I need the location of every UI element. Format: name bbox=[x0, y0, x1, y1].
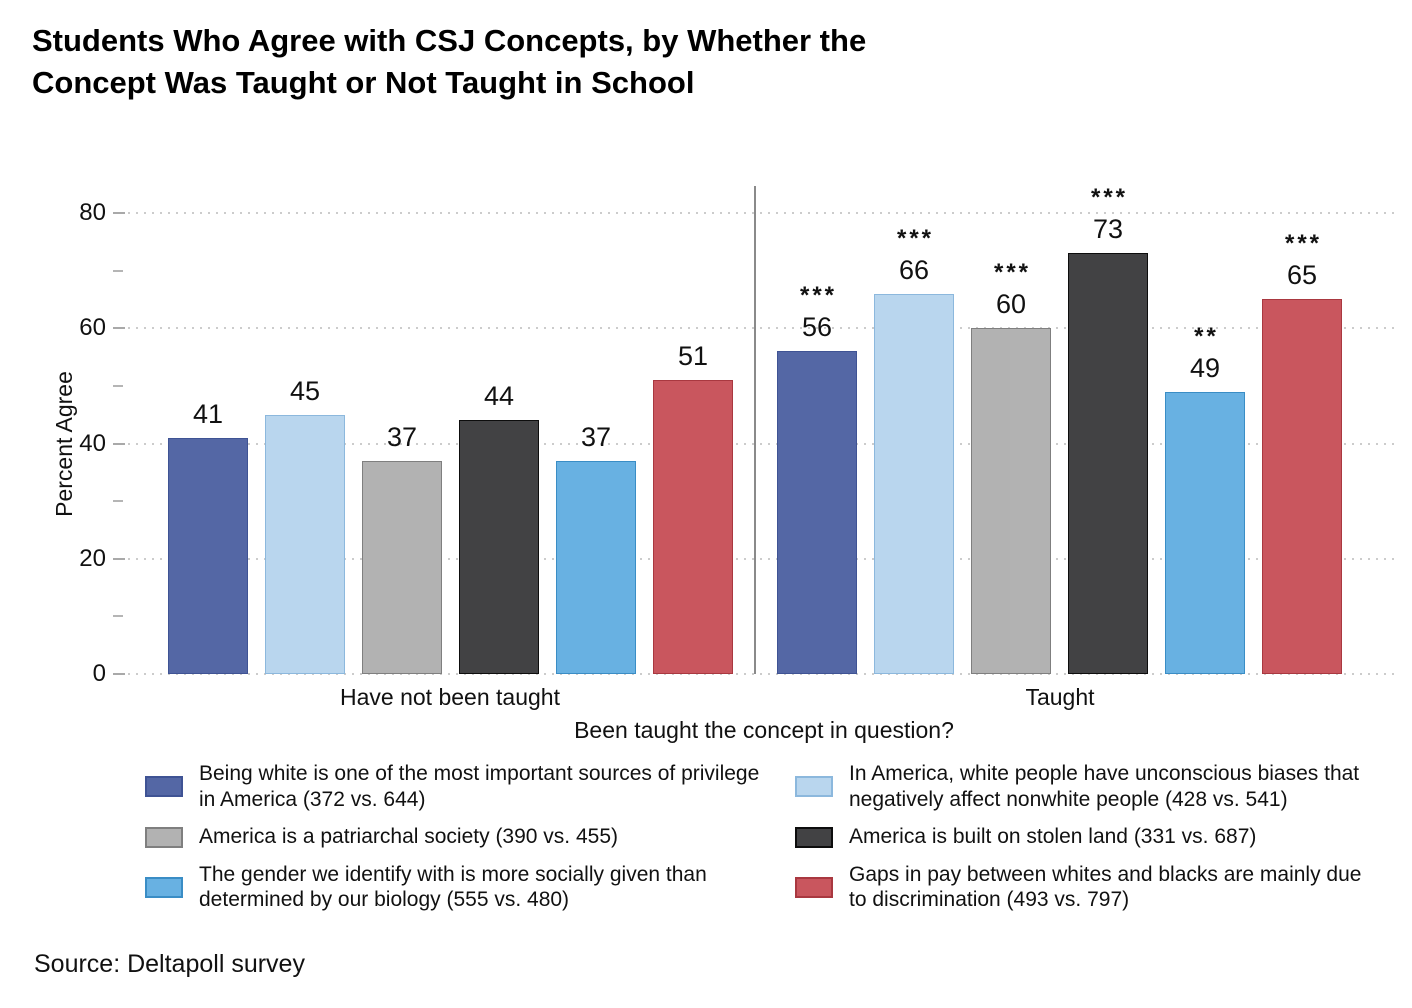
legend-item: America is a patriarchal society (390 vs… bbox=[145, 824, 795, 850]
legend-label: The gender we identify with is more soci… bbox=[199, 862, 707, 912]
legend-swatch-icon bbox=[145, 776, 183, 798]
bar-value-label: 56 bbox=[801, 312, 833, 343]
bar-value-label: 37 bbox=[386, 421, 418, 452]
y-tick-minor bbox=[113, 615, 123, 618]
y-gridline bbox=[128, 557, 1400, 560]
y-tick-label: 80 bbox=[79, 199, 106, 226]
legend-label: America is a patriarchal society (390 vs… bbox=[199, 825, 619, 849]
bar-value-label: 45 bbox=[289, 375, 321, 406]
chart-title-line1: Students Who Agree with CSJ Concepts, by… bbox=[32, 23, 867, 58]
chart-title: Students Who Agree with CSJ Concepts, by… bbox=[32, 20, 866, 105]
legend-label: In America, white people have unconsciou… bbox=[849, 762, 1360, 811]
legend-swatch-icon bbox=[145, 876, 183, 898]
bar bbox=[1068, 253, 1148, 674]
y-tick-label: 60 bbox=[79, 314, 106, 342]
bar bbox=[653, 380, 733, 674]
significance-stars: *** bbox=[993, 259, 1032, 287]
legend-item: Gaps in pay between whites and blacks ar… bbox=[795, 862, 1380, 913]
significance-stars: *** bbox=[799, 282, 838, 310]
chart-title-line2: Concept Was Taught or Not Taught in Scho… bbox=[32, 65, 695, 101]
bar-value-label: 51 bbox=[677, 341, 709, 372]
bar bbox=[1262, 299, 1342, 674]
legend-label: Gaps in pay between whites and blacks ar… bbox=[849, 862, 1362, 912]
bar bbox=[168, 437, 248, 674]
legend-swatch-icon bbox=[145, 826, 183, 848]
legend-label: Being white is one of the most important… bbox=[199, 762, 760, 811]
group-divider-line bbox=[754, 186, 756, 674]
y-tick-major bbox=[113, 557, 125, 560]
legend-swatch-icon bbox=[795, 776, 833, 798]
bar-value-label: 60 bbox=[995, 289, 1027, 320]
y-tick-major bbox=[113, 673, 125, 675]
y-gridline bbox=[128, 212, 1400, 214]
significance-stars: *** bbox=[896, 224, 935, 252]
y-tick-label: 20 bbox=[79, 544, 106, 572]
legend-swatch-icon bbox=[795, 876, 833, 898]
y-tick-minor bbox=[113, 500, 123, 503]
source-note: Source: Deltapoll survey bbox=[34, 950, 305, 978]
bar-value-label: 66 bbox=[898, 254, 930, 285]
y-gridline bbox=[128, 442, 1400, 445]
bar bbox=[971, 328, 1051, 674]
y-tick-minor bbox=[113, 384, 123, 387]
significance-stars: *** bbox=[1090, 184, 1129, 212]
bar-value-label: 73 bbox=[1092, 214, 1124, 245]
legend-item: Being white is one of the most important… bbox=[145, 761, 795, 812]
x-axis-title: Been taught the concept in question? bbox=[574, 717, 954, 743]
y-gridline bbox=[128, 327, 1400, 330]
y-tick-label: 40 bbox=[79, 429, 106, 457]
bar-value-label: 37 bbox=[580, 421, 612, 452]
legend-item: In America, white people have unconsciou… bbox=[795, 761, 1380, 812]
y-gridline bbox=[128, 673, 1400, 675]
legend: Being white is one of the most important… bbox=[145, 761, 1380, 913]
y-tick-label: 0 bbox=[92, 660, 106, 687]
legend-swatch-icon bbox=[795, 826, 833, 848]
bar bbox=[1165, 391, 1245, 674]
y-tick-minor bbox=[113, 269, 123, 272]
significance-stars: *** bbox=[1284, 230, 1323, 258]
legend-label: America is built on stolen land (331 vs.… bbox=[849, 825, 1257, 849]
legend-item: America is built on stolen land (331 vs.… bbox=[795, 824, 1380, 850]
y-tick-major bbox=[113, 327, 125, 330]
bar-value-label: 49 bbox=[1189, 352, 1221, 383]
bar bbox=[265, 414, 345, 674]
bar-value-label: 44 bbox=[483, 381, 515, 412]
bar-value-label: 65 bbox=[1286, 260, 1318, 291]
bar bbox=[459, 420, 539, 674]
x-category-label-taught: Taught bbox=[1025, 684, 1095, 710]
x-category-label-not-taught: Have not been taught bbox=[340, 684, 560, 710]
bar bbox=[874, 293, 954, 674]
bar bbox=[777, 351, 857, 674]
significance-stars: ** bbox=[1194, 322, 1219, 350]
bar bbox=[362, 460, 442, 674]
bar bbox=[556, 460, 636, 674]
y-tick-major bbox=[113, 442, 125, 445]
bar-value-label: 41 bbox=[192, 398, 224, 429]
y-tick-major bbox=[113, 212, 125, 214]
legend-item: The gender we identify with is more soci… bbox=[145, 862, 795, 913]
